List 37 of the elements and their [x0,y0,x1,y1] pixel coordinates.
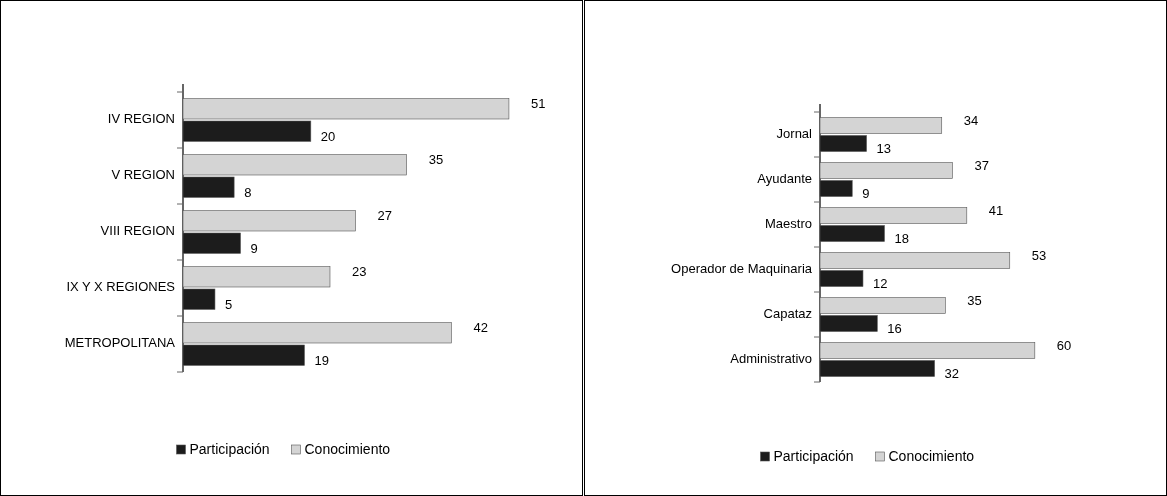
legend-label: Participación [773,447,854,464]
y-tick-label: Capataz [763,305,812,321]
y-tick-label: Administrativo [730,350,812,366]
data-label: 12 [872,275,888,291]
data-label: 9 [250,240,258,256]
y-tick-label: METROPOLITANA [64,335,176,351]
data-label: 51 [530,96,546,112]
data-label: 20 [320,128,336,144]
data-label: 16 [887,320,902,336]
y-tick-label: V REGION [111,167,175,183]
data-label: 18 [894,230,909,246]
data-label: 37 [974,157,989,173]
data-label: 13 [876,140,892,156]
legend-label: Conocimiento [888,447,975,464]
legend-label: Participación [189,440,270,457]
data-label: 5 [224,296,233,312]
data-label: 23 [351,264,367,280]
data-label: 42 [473,320,488,336]
y-tick-label: IV REGION [107,111,175,127]
data-label: 41 [988,202,1004,218]
data-label: 32 [944,365,960,381]
data-label: 19 [314,352,329,368]
y-tick-label: Operador de Maquinaria [671,260,813,276]
y-tick-label: Ayudante [757,170,812,186]
data-label: 9 [862,185,870,201]
data-label: 27 [377,208,393,224]
data-label: 53 [1031,247,1047,263]
data-label: 35 [967,292,982,308]
data-label: 60 [1056,337,1072,353]
legend-label: Conocimiento [304,440,391,457]
data-label: 34 [963,112,979,128]
data-label: 8 [244,184,252,200]
y-tick-label: VIII REGION [100,223,175,239]
data-label: 35 [428,152,444,168]
y-tick-label: Maestro [765,215,812,231]
y-tick-label: Jornal [776,125,813,141]
y-tick-label: IX Y X REGIONES [66,279,176,295]
